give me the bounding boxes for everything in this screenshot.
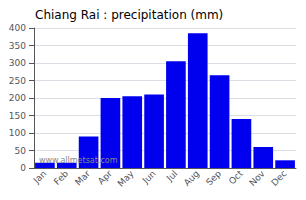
svg-text:300: 300 (9, 58, 26, 68)
svg-text:50: 50 (15, 146, 27, 156)
svg-text:100: 100 (9, 128, 26, 138)
svg-text:150: 150 (9, 111, 26, 121)
svg-text:Jun: Jun (140, 168, 158, 186)
svg-text:Mar: Mar (73, 168, 92, 187)
svg-text:200: 200 (9, 93, 26, 103)
svg-text:0: 0 (20, 163, 26, 173)
svg-text:Dec: Dec (269, 168, 288, 187)
svg-text:400: 400 (9, 23, 26, 33)
svg-text:Sep: Sep (204, 168, 223, 187)
svg-text:Apr: Apr (96, 168, 114, 186)
svg-text:www.allmetsat.com: www.allmetsat.com (39, 156, 118, 165)
svg-text:Feb: Feb (52, 168, 71, 187)
svg-text:Jan: Jan (31, 168, 49, 186)
svg-text:250: 250 (9, 76, 26, 86)
svg-text:May: May (116, 168, 137, 189)
svg-text:Chiang Rai : precipitation (mm: Chiang Rai : precipitation (mm) (35, 8, 223, 22)
svg-text:Oct: Oct (227, 168, 245, 186)
svg-text:Jul: Jul (164, 168, 179, 183)
svg-text:350: 350 (9, 41, 26, 51)
svg-text:Nov: Nov (247, 168, 267, 188)
svg-text:Aug: Aug (182, 168, 201, 187)
